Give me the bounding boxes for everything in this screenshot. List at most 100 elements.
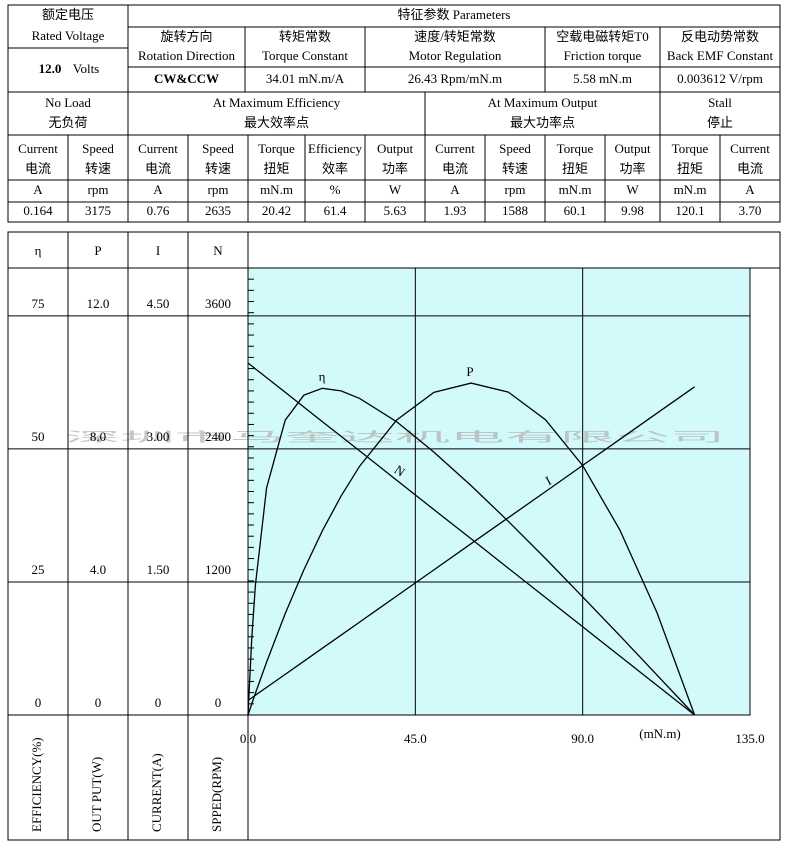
- column-header-zh: 扭矩: [677, 161, 703, 176]
- y-tick-label: 4.50: [147, 296, 170, 311]
- column-header-zh: 效率: [322, 161, 348, 176]
- group-title-en: At Maximum Efficiency: [213, 95, 341, 110]
- x-tick-label: 135.0: [735, 731, 764, 746]
- column-header-zh: 转速: [85, 161, 111, 176]
- column-unit: rpm: [208, 182, 229, 197]
- column-value: 61.4: [324, 203, 347, 218]
- column-value: 1.93: [444, 203, 467, 218]
- parameter-name-en: Motor Regulation: [409, 48, 502, 63]
- column-unit: mN.m: [559, 182, 592, 197]
- y-tick-label: 3600: [205, 296, 231, 311]
- group-title-zh: 最大效率点: [244, 115, 309, 130]
- column-header-en: Torque: [672, 141, 709, 156]
- curve: [247, 386, 695, 702]
- column-header-zh: 功率: [619, 161, 645, 176]
- y-tick-label: 0: [35, 695, 42, 710]
- y-tick-label: 2400: [205, 429, 231, 444]
- group-title-zh: 停止: [707, 115, 733, 130]
- y-tick-label: 50: [32, 429, 45, 444]
- group-title-zh: 最大功率点: [510, 115, 575, 130]
- axis-symbol: I: [156, 243, 160, 258]
- column-value: 3.70: [739, 203, 762, 218]
- y-tick-label: 25: [32, 562, 45, 577]
- column-header-zh: 电流: [737, 161, 763, 176]
- parameter-name-zh: 反电动势常数: [681, 29, 759, 44]
- column-unit: W: [389, 182, 402, 197]
- parameter-name-en: Back EMF Constant: [667, 48, 774, 63]
- rated-voltage-unit: Volts: [73, 61, 100, 76]
- column-header-en: Efficiency: [308, 141, 362, 156]
- watermark: 深圳市马奎达机电有限公司: [65, 430, 725, 446]
- column-header-en: Current: [730, 141, 770, 156]
- column-value: 5.63: [384, 203, 407, 218]
- x-tick-label: 45.0: [404, 731, 427, 746]
- parameter-name-zh: 速度/转矩常数: [414, 29, 496, 44]
- y-tick-label: 12.0: [87, 296, 110, 311]
- column-value: 9.98: [621, 203, 644, 218]
- curve: [247, 387, 696, 716]
- axis-title: SPPED(RPM): [209, 757, 224, 832]
- y-tick-label: 0: [215, 695, 222, 710]
- parameter-name-en: Torque Constant: [262, 48, 348, 63]
- column-unit: A: [33, 182, 43, 197]
- y-tick-label: 3.00: [147, 429, 170, 444]
- column-value: 60.1: [564, 203, 587, 218]
- curve: [247, 382, 696, 716]
- column-header-zh: 扭矩: [562, 161, 588, 176]
- column-value: 120.1: [675, 203, 704, 218]
- column-header-zh: 转速: [205, 161, 231, 176]
- y-tick-label: 0: [95, 695, 102, 710]
- axis-title: EFFICIENCY(%): [29, 737, 44, 832]
- column-header-en: Current: [18, 141, 58, 156]
- group-title-en: Stall: [708, 95, 732, 110]
- plot-area: [247, 267, 751, 716]
- curve-label: η: [319, 369, 326, 384]
- column-header-zh: 转速: [502, 161, 528, 176]
- parameter-name-en: Friction torque: [564, 48, 642, 63]
- column-header-en: Torque: [557, 141, 594, 156]
- column-header-zh: 电流: [25, 161, 51, 176]
- axis-symbol: P: [94, 243, 101, 258]
- curve: [247, 362, 696, 716]
- column-header-zh: 功率: [382, 161, 408, 176]
- column-header-en: Torque: [258, 141, 295, 156]
- group-title-en: No Load: [45, 95, 91, 110]
- column-header-en: Output: [377, 141, 414, 156]
- x-tick-label: 90.0: [571, 731, 594, 746]
- group-title-en: At Maximum Output: [488, 95, 598, 110]
- y-tick-label: 8.0: [90, 429, 106, 444]
- parameter-name-zh: 空载电磁转矩T0: [556, 29, 648, 44]
- column-value: 1588: [502, 203, 528, 218]
- column-header-en: Speed: [499, 141, 531, 156]
- rated-voltage-en: Rated Voltage: [32, 28, 105, 43]
- group-title-zh: 无负荷: [48, 115, 87, 130]
- parameter-name-zh: 转矩常数: [279, 29, 331, 44]
- column-header-en: Current: [138, 141, 178, 156]
- column-header-en: Output: [614, 141, 651, 156]
- column-value: 0.76: [147, 203, 170, 218]
- parameter-value: 0.003612 V/rpm: [677, 71, 763, 86]
- chart-border: [7, 231, 781, 841]
- parameter-value: 34.01 mN.m/A: [266, 71, 345, 86]
- column-unit: rpm: [88, 182, 109, 197]
- y-tick-label: 4.0: [90, 562, 106, 577]
- column-value: 0.164: [23, 203, 53, 218]
- parameter-value: CW&CCW: [154, 71, 219, 86]
- axis-symbol: N: [213, 243, 223, 258]
- column-value: 20.42: [262, 203, 291, 218]
- parameter-name-en: Rotation Direction: [138, 48, 236, 63]
- column-header-en: Speed: [202, 141, 234, 156]
- column-header-en: Current: [435, 141, 475, 156]
- parameter-value: 26.43 Rpm/mN.m: [408, 71, 502, 86]
- y-tick-label: 75: [32, 296, 45, 311]
- column-unit: mN.m: [260, 182, 293, 197]
- table-border: [7, 4, 781, 223]
- column-value: 3175: [85, 203, 111, 218]
- parameter-value: 5.58 mN.m: [573, 71, 632, 86]
- column-unit: mN.m: [674, 182, 707, 197]
- column-unit: A: [450, 182, 460, 197]
- y-tick-label: 1.50: [147, 562, 170, 577]
- y-tick-label: 1200: [205, 562, 231, 577]
- rated-voltage-value: 12.0: [39, 61, 62, 76]
- column-header-zh: 电流: [442, 161, 468, 176]
